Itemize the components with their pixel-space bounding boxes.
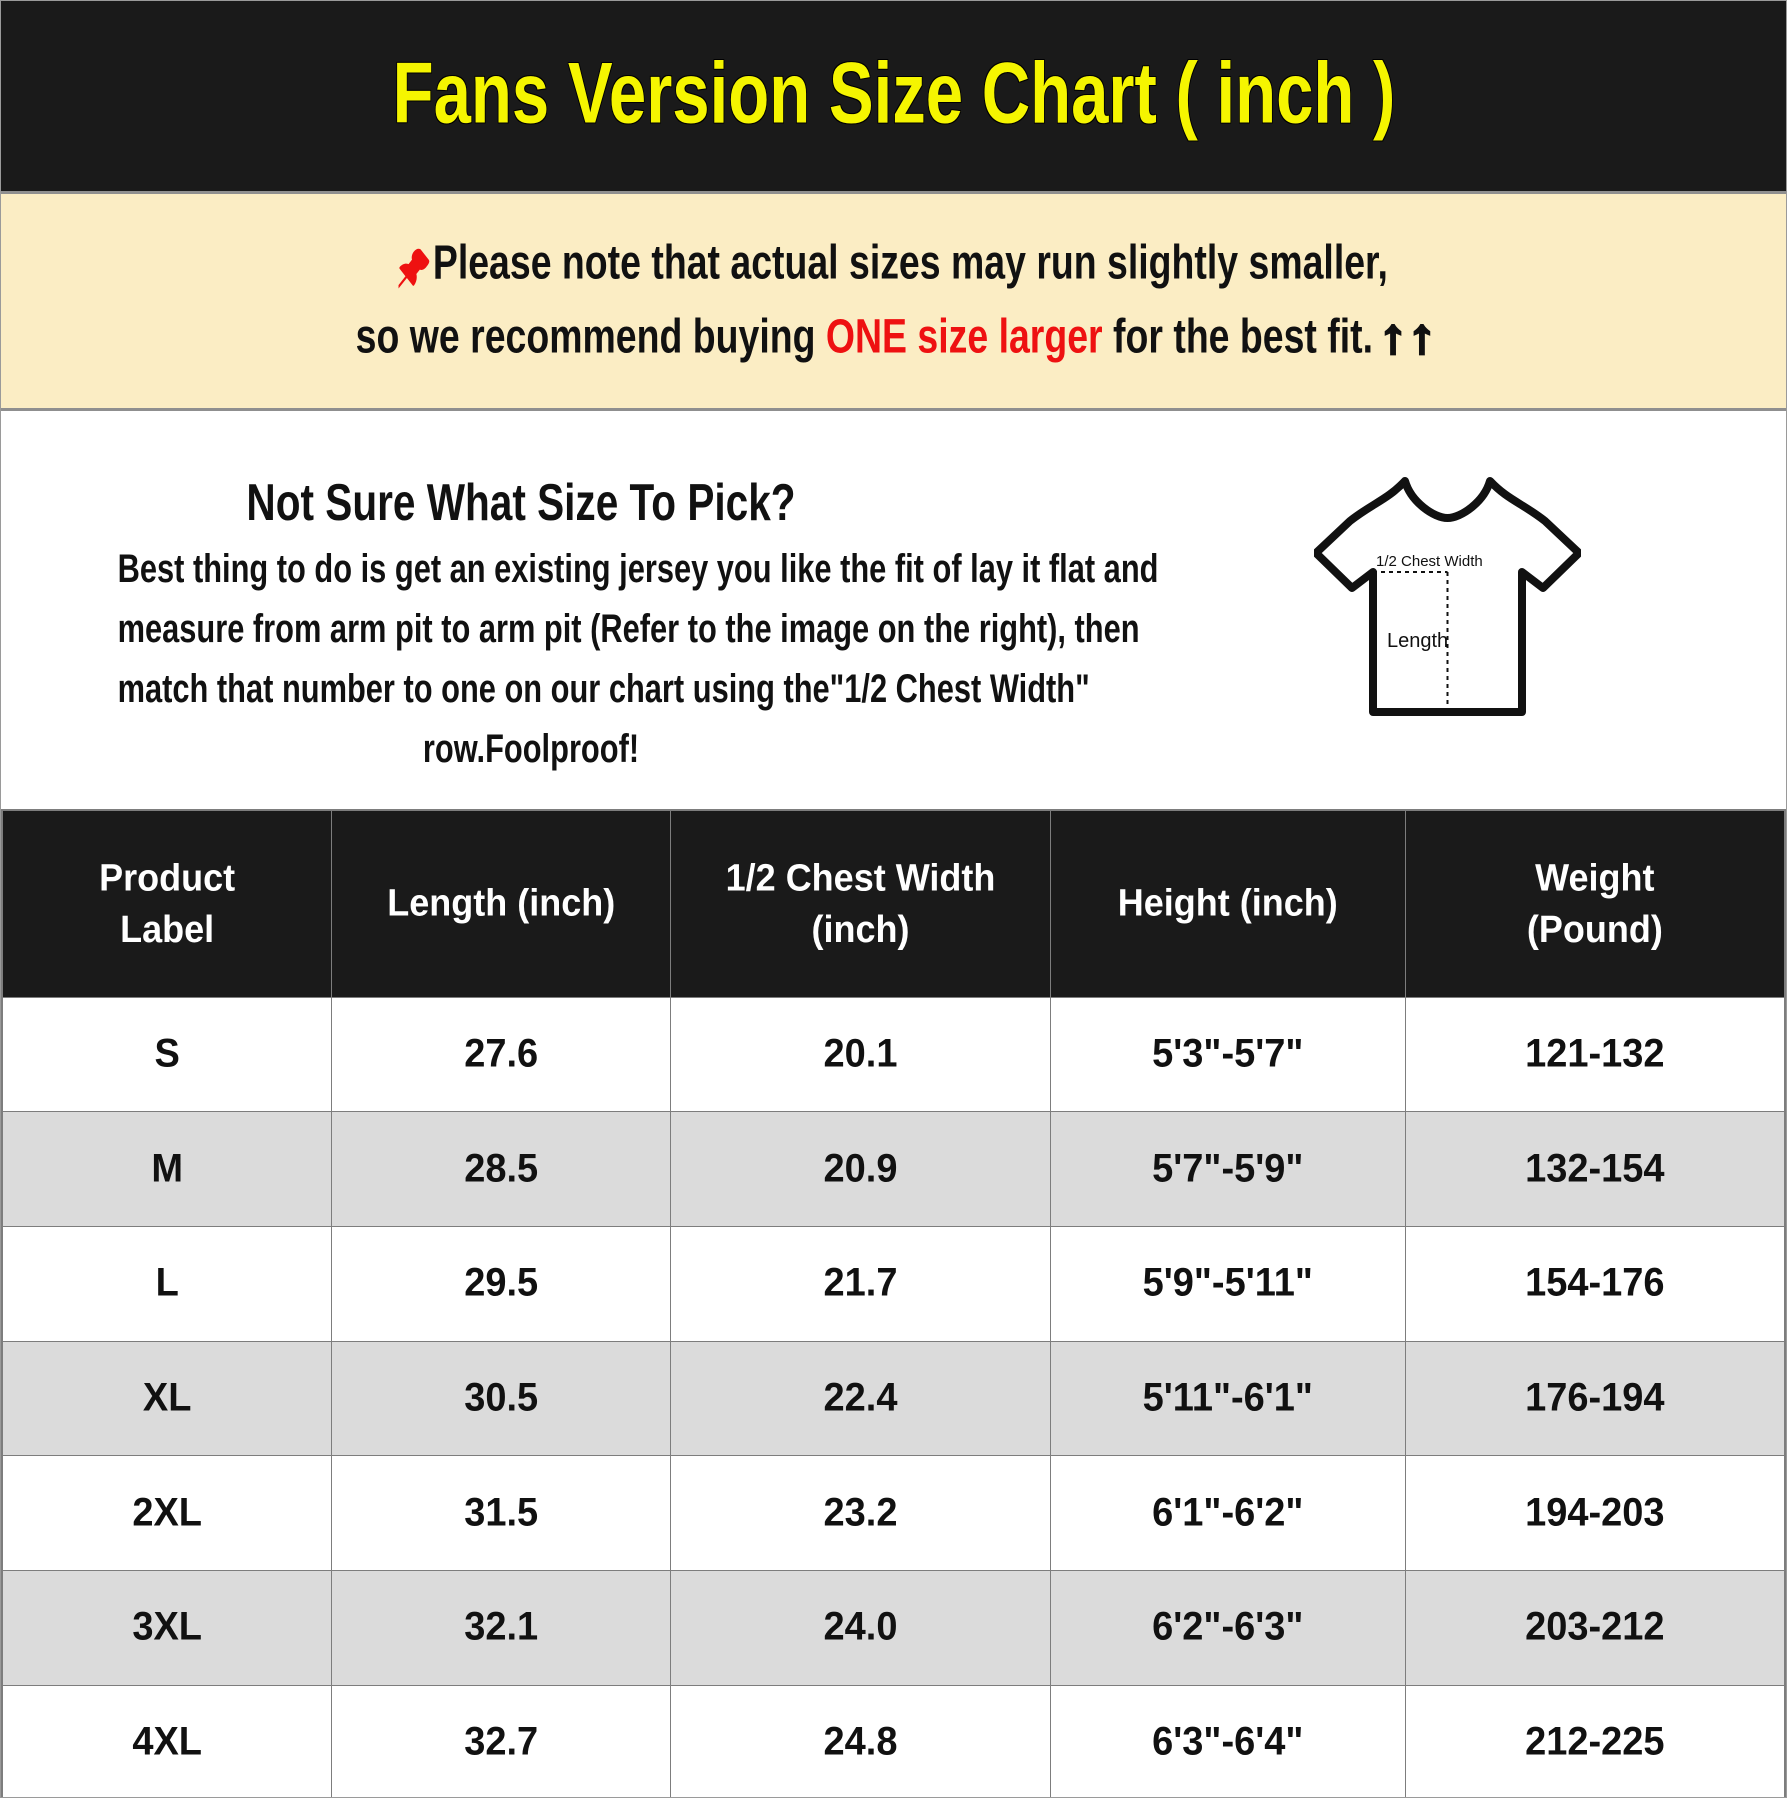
svg-text:1/2 Chest Width: 1/2 Chest Width (1376, 553, 1483, 570)
svg-text:Length: Length (1387, 630, 1448, 652)
